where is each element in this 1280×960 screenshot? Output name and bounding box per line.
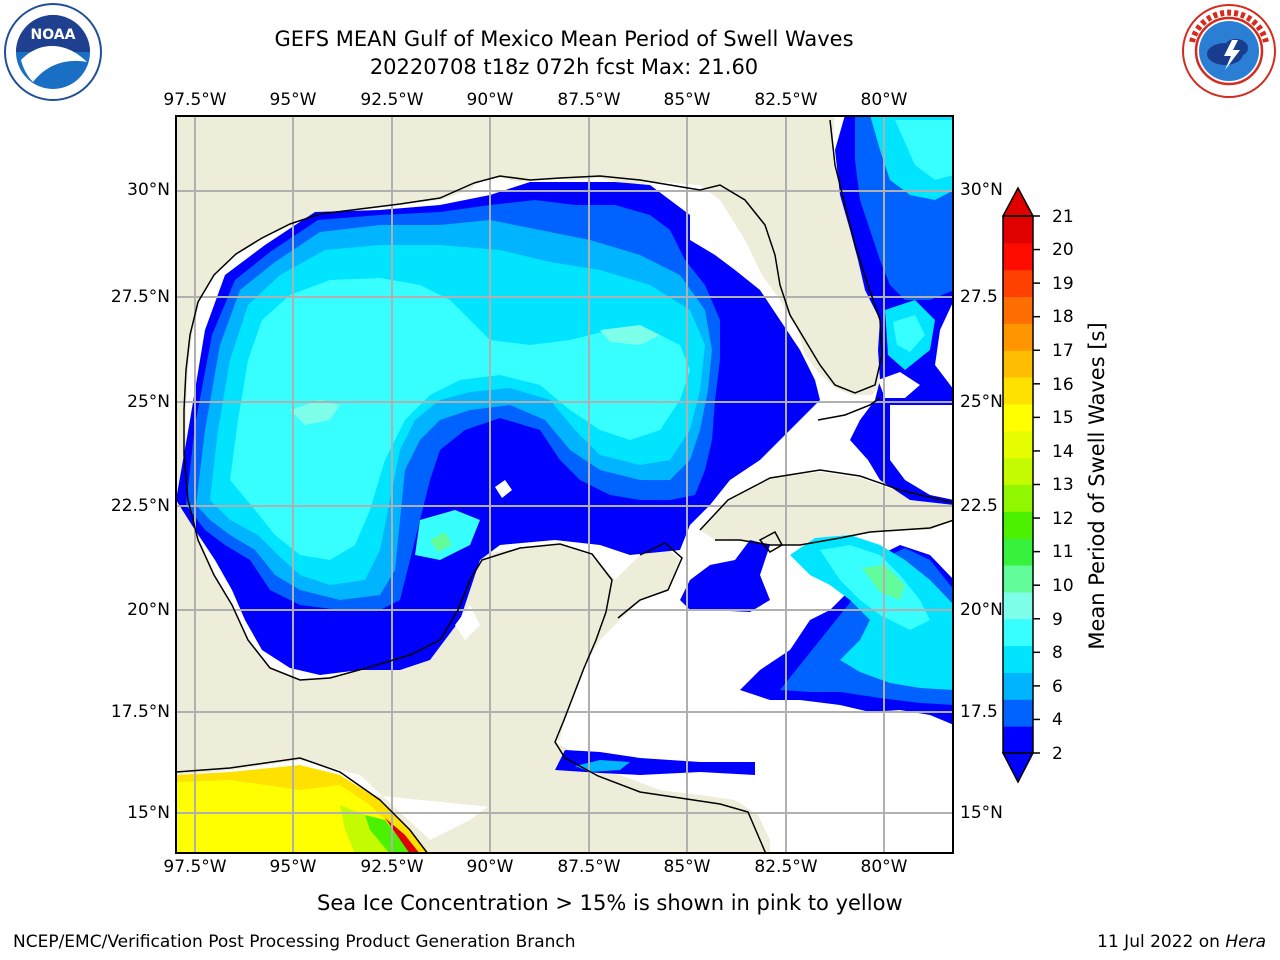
colorbar-segment [1003,511,1033,539]
colorbar-segment [1003,645,1033,673]
colorbar-segment [1003,377,1033,405]
lon-label: 80°W [860,90,908,110]
colorbar-tick-label: 14 [1052,442,1074,462]
colorbar-segment [1003,403,1033,432]
colorbar-segment [1003,565,1033,593]
lat-label: 20°N [127,600,170,620]
colorbar-segment [1003,269,1033,298]
colorbar-extend-max [1001,186,1035,217]
colorbar-tick-label: 13 [1052,475,1074,495]
colorbar-segment [1003,216,1033,244]
coastlines [175,119,954,854]
colorbar [1001,186,1040,784]
lat-label: 17.5 [960,702,998,722]
colorbar-label: Mean Period of Swell Waves [s] [1085,322,1109,650]
lon-label: 90°W [466,90,514,110]
colorbar-tick-label: 2 [1052,744,1063,764]
colorbar-segment [1003,242,1033,271]
colorbar-segment [1003,672,1033,700]
lon-label: 97.5°W [163,90,227,110]
colorbar-segment [1003,726,1033,754]
colorbar-tick-label: 11 [1052,542,1074,562]
colorbar-segment [1003,484,1033,512]
yucatan-land [440,545,680,745]
lon-label: 87.5°W [557,857,621,877]
lon-label: 92.5°W [360,90,424,110]
colorbar-tick-label: 4 [1052,710,1063,730]
sea-ice-note: Sea Ice Concentration > 15% is shown in … [317,891,903,915]
lat-label: 15°N [960,803,1003,823]
colorbar-tick-label: 8 [1052,643,1063,663]
lon-label: 87.5°W [557,90,621,110]
colorbar-segment [1003,618,1033,647]
central-america-land [430,745,770,854]
lat-label: 20°N [960,600,1003,620]
colorbar-tick-label: 19 [1052,274,1074,294]
colorbar-extend-min [1001,752,1035,784]
colorbar-segment [1003,350,1033,378]
colorbar-segment [1003,457,1033,485]
colorbar-segment [1003,591,1033,620]
lon-label: 85°W [663,90,711,110]
date-stamp: 11 Jul 2022 on Hera [1097,932,1266,952]
colorbar-segment [1003,296,1033,324]
map-frame [175,115,954,854]
nws-logo-icon [1182,4,1276,98]
lon-label: 80°W [860,857,908,877]
lat-label: 17.5°N [110,702,170,722]
noaa-logo-text: NOAA [31,27,76,43]
colorbar-segment [1003,323,1033,351]
colorbar-tick-label: 9 [1052,610,1063,630]
lat-label: 30°N [960,180,1003,200]
colorbar-tick-label: 15 [1052,408,1074,428]
lat-label: 25°N [960,392,1003,412]
colorbar-tick-label: 21 [1052,207,1074,227]
colorbar-tick-label: 12 [1052,509,1074,529]
chart-title: GEFS MEAN Gulf of Mexico Mean Period of … [274,27,854,51]
colorbar-segment [1003,430,1033,459]
lat-label: 25°N [127,392,170,412]
date-text: 11 Jul 2022 on [1097,932,1226,952]
credit-text: NCEP/EMC/Verification Post Processing Pr… [13,932,576,952]
colorbar-tick-label: 20 [1052,240,1074,260]
colorbar-tick-label: 10 [1052,576,1074,596]
lon-label: 92.5°W [360,857,424,877]
lon-label: 90°W [466,857,514,877]
host-name: Hera [1225,932,1266,952]
chart-subtitle: 20220708 t18z 072h fcst Max: 21.60 [369,55,759,79]
lat-label: 22.5 [960,496,998,516]
colorbar-tick-label: 16 [1052,375,1074,395]
lat-label: 27.5 [960,287,998,307]
colorbar-segment [1003,699,1033,727]
lon-label: 85°W [663,857,711,877]
lon-label: 97.5°W [163,857,227,877]
lat-label: 30°N [127,180,170,200]
noaa-logo-icon: NOAA [4,3,102,101]
lat-label: 15°N [127,803,170,823]
colorbar-segments [1003,216,1033,754]
lon-label: 82.5°W [754,90,818,110]
lon-label: 82.5°W [754,857,818,877]
lon-label: 95°W [269,90,317,110]
lat-label: 22.5°N [110,496,170,516]
colorbar-tick-label: 18 [1052,307,1074,327]
graticule [175,115,954,854]
colorbar-segment [1003,538,1033,566]
cuba-land [700,472,954,545]
colorbar-ticks [1033,215,1040,754]
lat-label: 27.5°N [110,287,170,307]
lon-label: 95°W [269,857,317,877]
swell-period-map [175,115,954,854]
colorbar-tick-label: 17 [1052,341,1074,361]
colorbar-tick-label: 6 [1052,677,1063,697]
